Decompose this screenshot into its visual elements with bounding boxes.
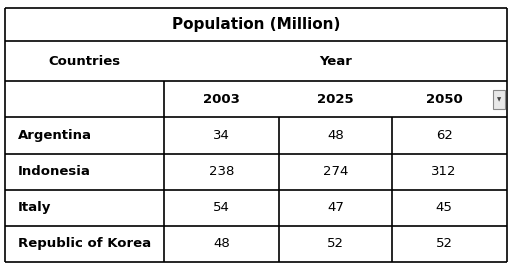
- Text: 47: 47: [327, 201, 344, 214]
- Text: Countries: Countries: [49, 55, 120, 68]
- Text: 2025: 2025: [317, 93, 354, 106]
- Text: 52: 52: [436, 237, 453, 250]
- Text: 45: 45: [436, 201, 453, 214]
- Text: Year: Year: [319, 55, 352, 68]
- Text: 312: 312: [432, 165, 457, 178]
- Text: 48: 48: [213, 237, 230, 250]
- Text: 54: 54: [213, 201, 230, 214]
- Text: 34: 34: [213, 129, 230, 142]
- Text: 52: 52: [327, 237, 344, 250]
- Text: 2003: 2003: [203, 93, 240, 106]
- Text: ▼: ▼: [497, 97, 501, 102]
- Text: 274: 274: [323, 165, 348, 178]
- Text: Population (Million): Population (Million): [172, 17, 340, 32]
- Text: Republic of Korea: Republic of Korea: [18, 237, 151, 250]
- Text: Argentina: Argentina: [18, 129, 92, 142]
- Text: 238: 238: [209, 165, 234, 178]
- Text: Italy: Italy: [18, 201, 51, 214]
- Text: 62: 62: [436, 129, 453, 142]
- Text: 48: 48: [327, 129, 344, 142]
- Text: Indonesia: Indonesia: [18, 165, 91, 178]
- Text: 2050: 2050: [426, 93, 462, 106]
- Bar: [493, 90, 505, 109]
